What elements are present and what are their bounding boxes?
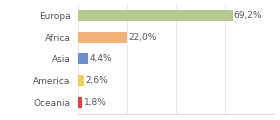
Bar <box>78 97 82 108</box>
Text: 2,6%: 2,6% <box>85 76 108 85</box>
Bar <box>78 10 232 21</box>
Bar <box>78 53 88 64</box>
Bar <box>78 75 84 86</box>
Text: 69,2%: 69,2% <box>234 11 262 20</box>
Bar <box>78 32 127 43</box>
Text: 22,0%: 22,0% <box>129 33 157 42</box>
Text: 4,4%: 4,4% <box>89 54 112 63</box>
Text: 1,8%: 1,8% <box>83 98 106 107</box>
